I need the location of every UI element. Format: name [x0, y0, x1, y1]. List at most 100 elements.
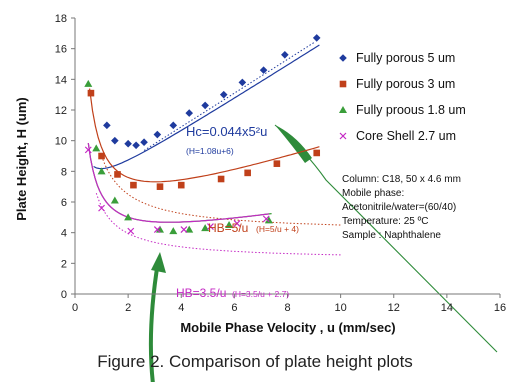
legend: Fully porous 5 um Fully porous 3 um Full…: [339, 51, 466, 143]
y-tick-label: 14: [55, 74, 67, 86]
x-tick-label: 0: [72, 302, 78, 314]
y-tick-label: 4: [61, 228, 67, 240]
y-tick-label: 12: [55, 105, 67, 117]
data-point: [103, 121, 111, 130]
y-tick-label: 0: [61, 289, 67, 301]
x-tick-label: 8: [284, 302, 290, 314]
legend-label: Fully porous 5 um: [356, 51, 455, 65]
y-axis-title: Plate Height, H (um): [14, 97, 29, 221]
data-point: [87, 89, 95, 97]
x-tick-label: 14: [441, 302, 453, 314]
data-point: [111, 136, 119, 145]
data-point: [219, 90, 228, 99]
x-axis-title: Mobile Phase Velocity , u (mm/sec): [180, 320, 395, 335]
y-tick-label: 8: [61, 166, 67, 178]
fit-curve: [87, 143, 269, 223]
data-point: [177, 181, 185, 189]
data-point: [92, 144, 101, 152]
data-point: [97, 167, 106, 175]
data-point: [207, 223, 214, 230]
condition-line: Sample : Naphthalene: [342, 230, 441, 241]
fit-curve: [93, 44, 320, 170]
data-point: [98, 152, 105, 160]
conditions-text: Column: C18, 50 x 4.6 mm Mobile phase: A…: [342, 174, 461, 241]
data-point: [84, 79, 93, 87]
legend-item-fully-proous-1-8um: Fully proous 1.8 um: [339, 103, 466, 117]
data-point: [124, 213, 133, 221]
data-point: [281, 51, 289, 59]
hb5-equation: HB=5/u: [208, 221, 248, 235]
condition-line: Temperature: 25 ºC: [342, 216, 428, 227]
hc-equation-detail: (H=1.08u+6): [186, 146, 234, 156]
data-point: [110, 196, 119, 204]
legend-marker-x: [339, 132, 347, 140]
data-point: [156, 183, 164, 190]
data-point: [244, 169, 251, 177]
y-tick-label: 16: [55, 44, 67, 56]
data-point: [84, 146, 92, 154]
legend-label: Fully proous 1.8 um: [356, 103, 466, 117]
data-point: [185, 109, 194, 117]
data-point: [180, 226, 188, 234]
legend-label: Core Shell 2.7 um: [356, 129, 456, 143]
data-point: [132, 141, 140, 150]
arrow-head: [275, 125, 312, 163]
condition-line: Acetonitrile/water=(60/40): [342, 202, 456, 213]
reference-line: [101, 155, 341, 226]
data-point: [312, 34, 321, 42]
y-tick-label: 18: [55, 13, 67, 25]
data-point: [130, 181, 137, 189]
x-tick-label: 10: [335, 302, 347, 314]
data-points: [84, 34, 321, 235]
data-point: [185, 225, 194, 233]
legend-marker-square: [339, 80, 347, 88]
data-point: [127, 227, 135, 235]
legend-marker-triangle: [339, 106, 347, 113]
x-tick-label: 4: [178, 302, 184, 314]
data-point: [153, 226, 161, 234]
data-point: [114, 171, 121, 178]
annotation-hc: Hc=0.044x5²u (H=1.08u+6): [186, 124, 267, 156]
data-point: [313, 149, 321, 157]
legend-marker-shape: [339, 106, 347, 113]
data-point: [225, 221, 234, 228]
data-point: [140, 138, 148, 146]
hb35-equation-detail: (H=3.5/u + 2.7): [232, 289, 289, 299]
annotation-arrows: [148, 124, 498, 382]
figure-caption: Figure 2. Comparison of plate height plo…: [97, 352, 413, 371]
fit-curve: [89, 88, 320, 183]
legend-marker-shape: [339, 54, 347, 62]
data-point: [259, 66, 268, 74]
legend-label: Fully porous 3 um: [356, 77, 455, 91]
x-tick-label: 16: [494, 302, 506, 314]
condition-line: Mobile phase:: [342, 188, 404, 199]
data-point: [169, 227, 178, 235]
arrow-line: [148, 261, 160, 382]
hb5-equation-detail: (H=5/u + 4): [256, 224, 299, 234]
legend-marker-shape: [339, 132, 347, 140]
data-point: [273, 160, 281, 167]
y-tick-label: 10: [55, 136, 67, 148]
x-tick-label: 12: [388, 302, 400, 314]
data-point: [201, 224, 210, 232]
data-point: [262, 215, 270, 223]
condition-line: Column: C18, 50 x 4.6 mm: [342, 174, 461, 185]
data-point: [153, 130, 162, 139]
legend-item-fully-porous-3um: Fully porous 3 um: [339, 77, 455, 91]
hb35-equation: HB=3.5/u: [176, 286, 226, 300]
fit-curves: [87, 44, 320, 223]
axes: 0 2 4 6 8 10 12 14 16 0 2 4 6 8 10 12 14 16 18: [55, 13, 506, 314]
annotation-hb35: HB=3.5/u (H=3.5/u + 2.7): [176, 286, 289, 300]
annotation-hb5: HB=5/u (H=5/u + 4): [208, 221, 299, 235]
y-tick-label: 6: [61, 197, 67, 209]
data-point: [217, 175, 225, 183]
legend-item-fully-porous-5um: Fully porous 5 um: [339, 51, 455, 65]
data-point: [124, 139, 132, 148]
legend-item-core-shell-2-7um: Core Shell 2.7 um: [339, 129, 456, 143]
x-tick-label: 2: [125, 302, 131, 314]
data-point: [98, 204, 105, 212]
data-point: [238, 78, 247, 87]
data-point: [201, 101, 209, 110]
data-point: [264, 216, 273, 224]
y-tick-label: 2: [61, 258, 67, 270]
